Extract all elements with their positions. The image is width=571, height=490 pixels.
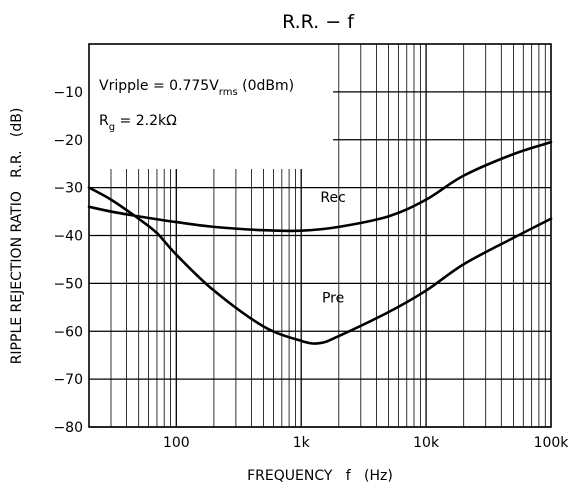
- y-tick-label: −80: [53, 420, 83, 436]
- condition-ripple-voltage: Vripple = 0.775Vrms (0dBm): [99, 78, 294, 98]
- conditions-box: [89, 44, 333, 169]
- x-tick-labels: 100 1k 10k 100k: [163, 435, 569, 451]
- y-tick-label: −20: [53, 133, 83, 149]
- x-tick-label: 10k: [413, 435, 440, 451]
- y-tick-label: −40: [53, 229, 83, 245]
- condition-source-resistance: Rg = 2.2kΩ: [99, 113, 177, 133]
- y-tick-label: −30: [53, 181, 83, 197]
- y-tick-label: −70: [53, 372, 83, 388]
- x-tick-label: 1k: [293, 435, 311, 451]
- y-tick-label: −50: [53, 276, 83, 292]
- series-label-pre: Pre: [322, 291, 344, 307]
- y-axis-label: RIPPLE REJECTION RATIO R.R. (dB): [9, 108, 25, 365]
- y-tick-labels: −10 −20 −30 −40 −50 −60 −70 −80: [53, 85, 83, 436]
- series-label-rec: Rec: [320, 190, 345, 206]
- chart-title: R.R. − f: [282, 11, 355, 33]
- x-axis-label: FREQUENCY f (Hz): [247, 468, 393, 484]
- y-tick-label: −60: [53, 324, 83, 340]
- plot-frame: [88, 43, 552, 428]
- series-line-rec: [87, 140, 553, 233]
- x-tick-label: 100: [163, 435, 190, 451]
- x-tick-label: 100k: [534, 435, 570, 451]
- series-line-pre: [87, 186, 553, 345]
- y-tick-label: −10: [53, 85, 83, 101]
- series-layer: Rec Pre: [87, 140, 553, 345]
